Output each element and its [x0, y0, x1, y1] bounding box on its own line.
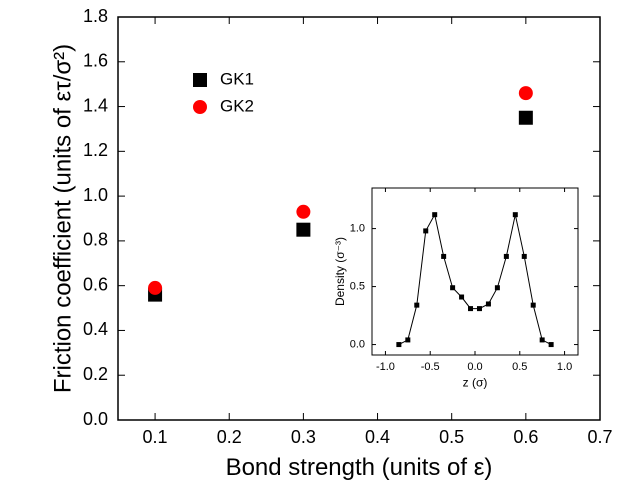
- x-tick-label: 1.0: [557, 361, 572, 373]
- data-point: [530, 302, 536, 308]
- y-tick-label: 0.0: [83, 409, 108, 429]
- x-tick-label: 0.4: [365, 427, 390, 447]
- data-point: [405, 337, 411, 343]
- inset-background: [372, 188, 578, 355]
- data-point: [494, 285, 500, 291]
- x-tick-label: -1.0: [376, 361, 395, 373]
- data-point: [296, 204, 311, 219]
- plot-frame: [117, 16, 601, 421]
- data-point: [518, 110, 533, 125]
- y-tick-label: 1.2: [83, 140, 108, 160]
- x-tick-label: 0.0: [467, 361, 482, 373]
- x-tick-label: 0.3: [291, 427, 316, 447]
- y-tick-label: 1.6: [83, 51, 108, 71]
- x-axis-label: z (σ): [463, 375, 488, 389]
- data-point: [512, 212, 518, 218]
- x-tick-label: 0.5: [439, 427, 464, 447]
- data-point: [518, 86, 533, 101]
- data-point: [521, 253, 527, 259]
- y-tick-label: 1.0: [350, 222, 365, 234]
- data-point: [148, 280, 163, 295]
- y-axis-label: Friction coefficient (units of ετ/σ²): [49, 44, 76, 393]
- y-tick-label: 0.5: [350, 280, 365, 292]
- data-point: [441, 253, 447, 259]
- y-tick-label: 0.0: [350, 338, 365, 350]
- data-point: [423, 228, 429, 234]
- y-tick-label: 1.4: [83, 95, 108, 115]
- data-point: [450, 285, 456, 291]
- data-point: [503, 253, 509, 259]
- data-point: [414, 302, 420, 308]
- x-tick-label: 0.7: [587, 427, 612, 447]
- data-point: [476, 306, 482, 312]
- legend-label: GK2: [220, 96, 254, 115]
- y-tick-label: 0.6: [83, 274, 108, 294]
- legend-marker: [193, 100, 207, 114]
- data-point: [459, 294, 465, 300]
- x-tick-label: 0.5: [512, 361, 527, 373]
- data-point: [548, 342, 554, 348]
- data-point: [296, 222, 311, 237]
- legend-marker: [193, 73, 207, 87]
- x-tick-label: 0.6: [513, 427, 538, 447]
- y-tick-label: 0.8: [83, 230, 108, 250]
- legend-label: GK1: [220, 69, 254, 88]
- y-tick-label: 0.4: [83, 319, 108, 339]
- data-point: [485, 301, 491, 307]
- data-point: [432, 212, 438, 218]
- x-tick-label: 0.2: [217, 427, 242, 447]
- data-point: [396, 342, 402, 348]
- plot-frame: [371, 187, 579, 356]
- x-tick-label: -0.5: [421, 361, 440, 373]
- data-point: [468, 306, 474, 312]
- y-tick-label: 1.8: [83, 6, 108, 26]
- x-axis-label: Bond strength (units of ε): [226, 454, 493, 481]
- x-tick-label: 0.1: [143, 427, 168, 447]
- y-tick-label: 0.2: [83, 364, 108, 384]
- y-axis-label: Density (σ⁻³): [333, 237, 347, 306]
- y-tick-label: 1.0: [83, 185, 108, 205]
- data-point: [539, 337, 545, 343]
- series-line: [398, 213, 552, 346]
